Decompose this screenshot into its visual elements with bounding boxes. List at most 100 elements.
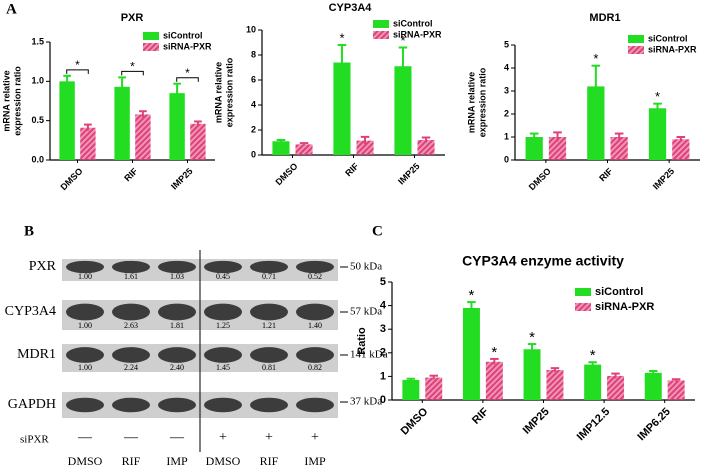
quant-label: 1.61 <box>124 272 138 281</box>
bar <box>295 144 313 155</box>
quant-label: 1.00 <box>78 321 92 330</box>
blot-band <box>66 260 104 274</box>
y-tick-label: 4 <box>380 300 387 312</box>
significance-mark: * <box>75 58 80 72</box>
legend-label: siControl <box>648 33 688 43</box>
y-tick-label: 1.5 <box>31 36 44 46</box>
bar <box>485 361 503 400</box>
lane-label: DMSO <box>206 454 241 468</box>
chart-title: CYP3A4 enzyme activity <box>462 253 624 269</box>
size-label: 57 kDa <box>350 306 382 318</box>
y-axis-label: expression ratio <box>12 66 22 136</box>
quant-label: 0.52 <box>308 272 322 281</box>
blot-band <box>66 303 104 321</box>
panel-label: B <box>24 223 34 239</box>
quant-label: 0.82 <box>308 363 322 372</box>
quant-label: 1.81 <box>170 321 184 330</box>
protein-label: GAPDH <box>8 397 56 412</box>
panel-label: A <box>6 1 17 17</box>
treatment-mark: — <box>123 430 139 445</box>
blot-band <box>158 397 196 413</box>
treatment-mark: + <box>265 430 273 445</box>
blot-band <box>158 303 196 321</box>
significance-mark: * <box>529 329 535 346</box>
x-tick-label: DMSO <box>273 161 299 187</box>
significance-mark: * <box>185 66 190 80</box>
y-tick-label: 5 <box>380 276 386 288</box>
x-tick-label: IMP6.25 <box>635 406 672 443</box>
legend-label: siRNA-PXR <box>163 41 212 51</box>
x-tick-label: DMSO <box>527 166 553 192</box>
y-axis-label: mRNA relative <box>1 70 11 131</box>
significance-bracket <box>176 77 199 82</box>
lane-label: RIF <box>122 454 141 468</box>
blot-band <box>112 397 150 413</box>
y-tick-label: 10 <box>246 24 256 34</box>
quant-label: 2.40 <box>170 363 184 372</box>
significance-mark: * <box>590 347 596 364</box>
protein-label: PXR <box>29 259 57 274</box>
bar <box>523 349 541 400</box>
blot-band <box>66 397 104 413</box>
blot-band <box>250 260 288 274</box>
significance-mark: * <box>491 344 497 361</box>
x-tick-label: RIF <box>597 166 615 184</box>
y-tick-label: 5 <box>504 39 509 49</box>
chart-title: MDR1 <box>589 12 620 24</box>
y-tick-label: 3 <box>380 323 386 335</box>
y-tick-label: 4 <box>504 62 509 72</box>
size-label: 141 kDa <box>350 349 388 361</box>
blot-band <box>296 397 334 413</box>
significance-bracket <box>121 70 144 76</box>
bar <box>190 123 206 160</box>
legend-swatch <box>575 288 591 296</box>
quant-label: 0.71 <box>262 272 276 281</box>
quant-label: 0.81 <box>262 363 276 372</box>
bar <box>548 137 567 160</box>
legend-swatch <box>575 303 591 311</box>
y-axis-label: Ratio <box>356 327 368 355</box>
treatment-mark: + <box>311 430 319 445</box>
blot-band <box>296 260 334 274</box>
bar <box>333 62 351 155</box>
bar <box>80 127 96 160</box>
y-tick-label: 2 <box>504 108 509 118</box>
blot-band <box>204 397 242 413</box>
significance-mark: * <box>469 287 475 304</box>
treatment-label: siPXR <box>20 434 49 446</box>
bar <box>169 93 185 160</box>
blot-band <box>158 260 196 274</box>
y-tick-label: 0.5 <box>31 115 44 125</box>
blot-band <box>296 347 334 363</box>
x-tick-label: RIF <box>343 161 361 179</box>
legend-swatch <box>628 35 644 43</box>
quant-label: 1.03 <box>170 272 184 281</box>
y-tick-label: 2 <box>380 347 386 359</box>
x-tick-label: DMSO <box>399 405 431 437</box>
bar <box>272 141 290 155</box>
blot-band <box>112 303 150 321</box>
significance-mark: * <box>339 30 344 45</box>
lane-label: IMP <box>166 454 188 468</box>
y-tick-label: 1.0 <box>31 76 44 86</box>
y-tick-label: 8 <box>251 49 256 59</box>
y-axis-label: expression ratio <box>477 67 487 137</box>
bar <box>667 380 685 400</box>
quant-label: 0.45 <box>216 272 230 281</box>
blot-band <box>250 397 288 413</box>
y-tick-label: 4 <box>251 99 256 109</box>
y-tick-label: 3 <box>504 85 509 95</box>
y-tick-label: 0.0 <box>31 154 44 164</box>
significance-mark: * <box>400 33 405 48</box>
chart-title: CYP3A4 <box>329 2 373 14</box>
y-tick-label: 1 <box>504 131 509 141</box>
legend-swatch <box>373 31 389 39</box>
legend-label: siRNA-PXR <box>595 301 654 313</box>
x-tick-label: RIF <box>470 406 491 427</box>
bar <box>417 140 435 155</box>
x-tick-label: IMP25 <box>169 166 194 191</box>
blot-band <box>204 347 242 363</box>
treatment-mark: — <box>77 430 93 445</box>
quant-label: 2.24 <box>124 363 138 372</box>
